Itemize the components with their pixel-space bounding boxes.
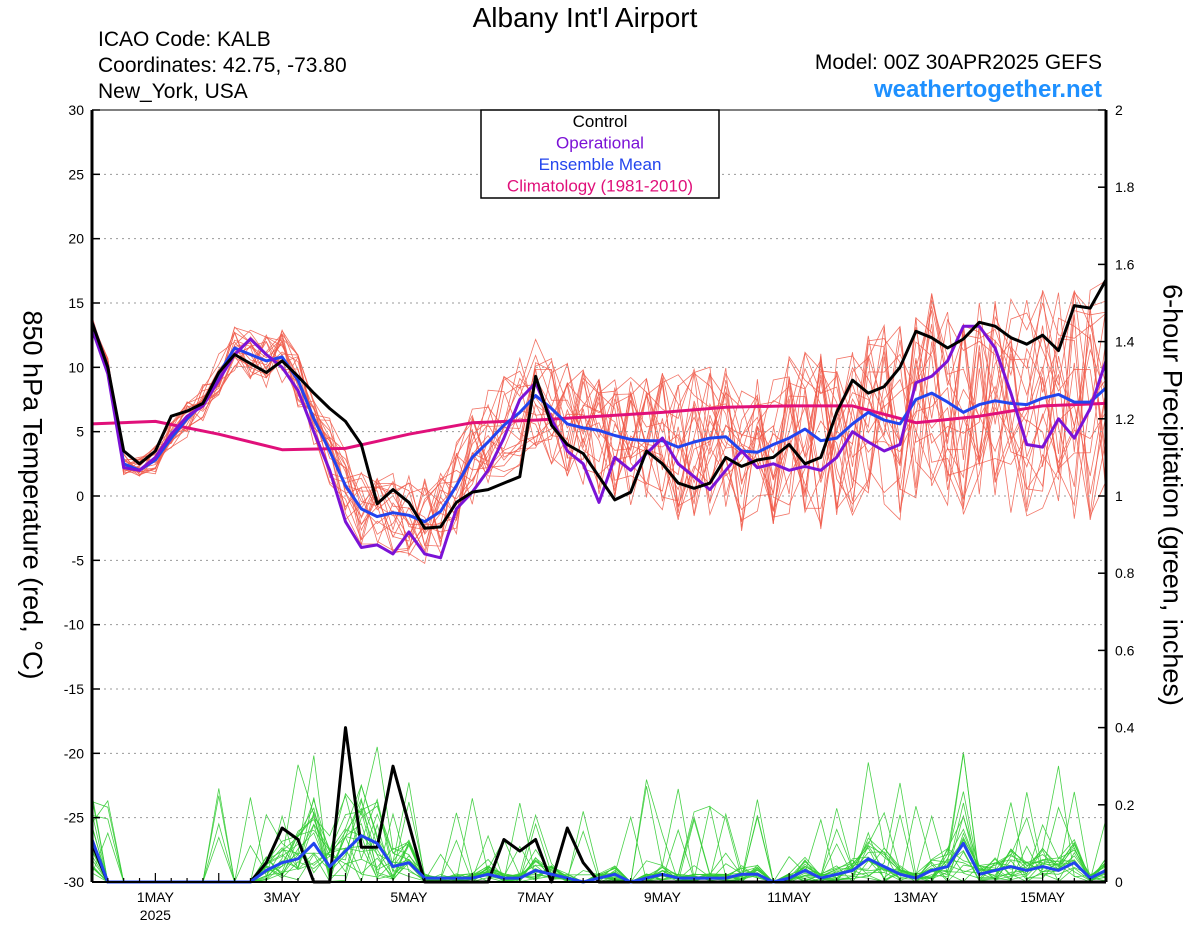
x-tick-label: 5MAY	[390, 889, 428, 905]
y2-tick-label: 2	[1115, 102, 1123, 118]
icao-code: ICAO Code: KALB	[98, 28, 271, 51]
y2-tick-label: 0.6	[1115, 642, 1135, 658]
precip-member-line	[91, 797, 1107, 883]
operational-line	[90, 324, 1108, 560]
model-run: Model: 00Z 30APR2025 GEFS	[814, 51, 1102, 74]
y2-tick-label: 1	[1115, 488, 1123, 504]
legend-entry: Ensemble Mean	[539, 155, 662, 174]
precip-member-line	[91, 797, 1107, 883]
y-tick-label: 30	[68, 102, 84, 118]
temp-member-line	[91, 290, 1107, 551]
x-tick-label: 13MAY	[893, 889, 939, 905]
temp-member-line	[91, 306, 1107, 547]
y-tick-label: -25	[64, 810, 84, 826]
y2-tick-label: 1.6	[1115, 256, 1135, 272]
precip-member-line	[91, 762, 1107, 883]
precip-member-line	[91, 798, 1107, 883]
control-line	[90, 279, 1108, 530]
series-lines	[90, 279, 1108, 884]
y2-tick-label: 0.8	[1115, 565, 1135, 581]
x-tick-label: 3MAY	[264, 889, 302, 905]
x-tick-label: 15MAY	[1020, 889, 1066, 905]
temp-member-line	[91, 302, 1107, 547]
x-tick-sublabel: 2025	[140, 907, 171, 923]
legend-box	[480, 109, 720, 199]
temp-member-line	[91, 310, 1107, 519]
y2-tick-label: 0.4	[1115, 720, 1135, 736]
y-tick-label: -5	[72, 552, 85, 568]
y-tick-label: 25	[68, 166, 84, 182]
ensemble-mean-line	[90, 321, 1108, 524]
x-tick-label: 9MAY	[644, 889, 682, 905]
legend-entry: Climatology (1981-2010)	[507, 177, 693, 196]
precip-member-line	[91, 753, 1107, 883]
temp-member-line	[91, 289, 1107, 554]
site-link[interactable]: weathertogether.net	[873, 76, 1102, 103]
temp-member-line	[91, 300, 1107, 540]
coordinates: Coordinates: 42.75, -73.80	[98, 54, 347, 77]
legend-entry: Operational	[556, 134, 644, 153]
ensemble-members	[91, 280, 1107, 883]
y-tick-label: -15	[64, 681, 84, 697]
y2-tick-label: 1.4	[1115, 334, 1135, 350]
x-tick-label: 1MAY	[137, 889, 175, 905]
precip-member-line	[91, 764, 1107, 883]
legend: Control Operational Ensemble Mean Climatolo…	[480, 109, 720, 199]
y2-tick-label: 0	[1115, 874, 1123, 890]
axes: -30-25-20-15-10-505101520253000.20.40.60…	[64, 102, 1135, 923]
x-tick-label: 7MAY	[517, 889, 555, 905]
y-tick-label: 15	[68, 295, 84, 311]
grid	[92, 173, 1106, 819]
y2-tick-label: 1.2	[1115, 411, 1135, 427]
x-tick-label: 11MAY	[767, 889, 811, 905]
y-tick-label: -30	[64, 874, 84, 890]
y-tick-label: 0	[76, 488, 84, 504]
temp-member-line	[91, 291, 1107, 556]
temp-member-line	[91, 291, 1107, 535]
y2-tick-label: 0.2	[1115, 797, 1135, 813]
y-tick-label: 5	[76, 424, 84, 440]
y-tick-label: 10	[68, 359, 84, 375]
y-tick-label: 20	[68, 231, 84, 247]
chart-title: Albany Int'l Airport	[472, 2, 698, 33]
climatology-line	[91, 401, 1107, 452]
y-tick-label: -20	[64, 745, 84, 761]
temp-member-line	[91, 304, 1107, 550]
precip-member-line	[91, 793, 1107, 883]
location: New_York, USA	[98, 80, 248, 103]
y2-tick-label: 1.8	[1115, 179, 1135, 195]
legend-entry: Control	[573, 112, 628, 131]
y-tick-label: -10	[64, 617, 84, 633]
